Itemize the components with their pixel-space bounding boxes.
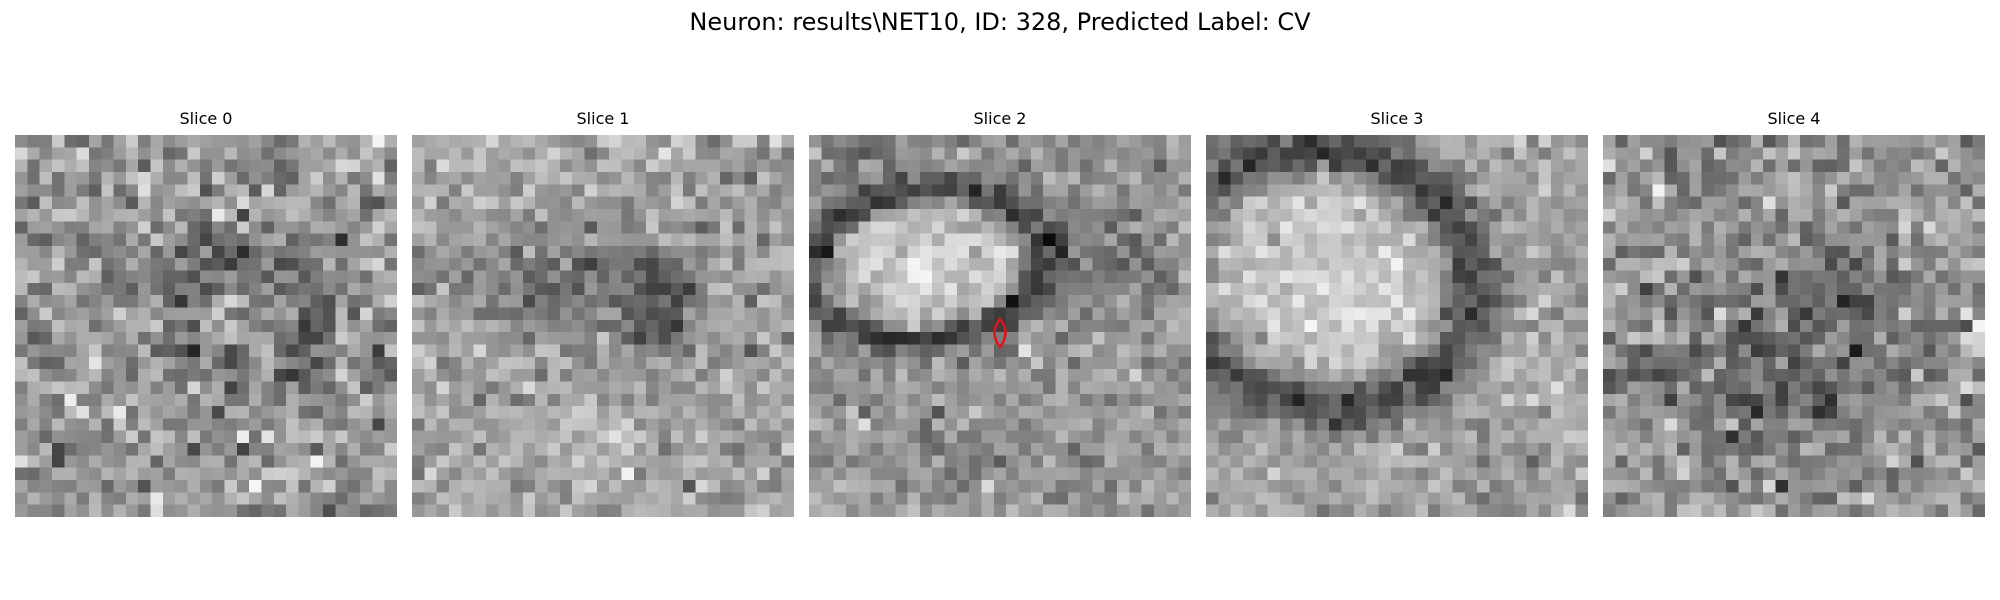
slice-title-4: Slice 4 <box>1767 109 1821 128</box>
slice-image-3 <box>1206 135 1588 517</box>
slice-image-1 <box>412 135 794 517</box>
figure-title: Neuron: results\NET10, ID: 328, Predicte… <box>689 8 1311 36</box>
slice-image-2 <box>809 135 1191 517</box>
slice-title-2: Slice 2 <box>973 109 1027 128</box>
slice-image-0 <box>15 135 397 517</box>
slice-image-4 <box>1603 135 1985 517</box>
slice-title-0: Slice 0 <box>179 109 233 128</box>
slice-title-1: Slice 1 <box>576 109 630 128</box>
slice-title-3: Slice 3 <box>1370 109 1424 128</box>
